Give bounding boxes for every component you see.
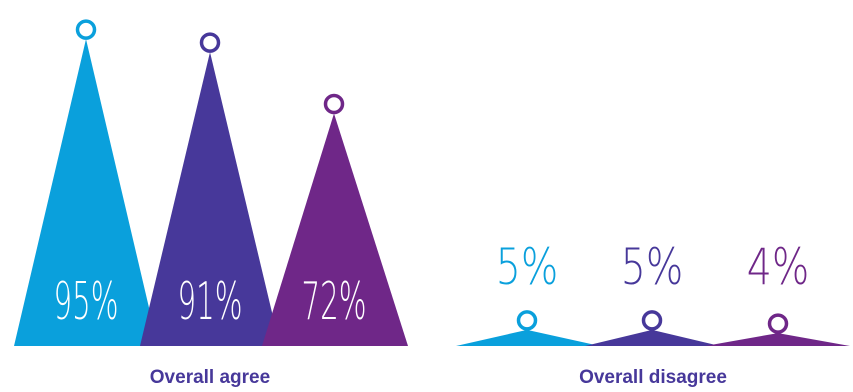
chart-marks: 95% 91% 72% 5% 5% 4%: [14, 19, 850, 347]
bar-top-marker-disagree-3: [767, 313, 789, 334]
data-label-agree-2: 91%: [178, 272, 243, 332]
bar-agree-1: [14, 39, 158, 347]
bar-agree-2: [140, 52, 280, 346]
group-label-overall-disagree: Overall disagree: [579, 367, 727, 388]
bar-top-marker-agree-1: [75, 19, 97, 40]
bar-disagree-1: [456, 329, 600, 346]
bar-agree-3: [262, 113, 408, 346]
group-label-overall-agree: Overall agree: [150, 367, 270, 388]
bar-disagree-3: [705, 333, 850, 346]
bar-disagree-2: [585, 329, 720, 346]
bar-top-marker-agree-3: [323, 93, 345, 115]
bar-top-marker-agree-2: [199, 32, 221, 53]
bar-top-marker-disagree-2: [641, 310, 663, 331]
data-label-agree-1: 95%: [54, 272, 119, 332]
data-label-disagree-1: 5%: [496, 238, 559, 296]
bar-top-marker-disagree-1: [516, 310, 538, 331]
data-label-agree-3: 72%: [302, 272, 367, 332]
data-label-disagree-2: 5%: [621, 238, 684, 296]
data-label-disagree-3: 4%: [747, 238, 810, 296]
